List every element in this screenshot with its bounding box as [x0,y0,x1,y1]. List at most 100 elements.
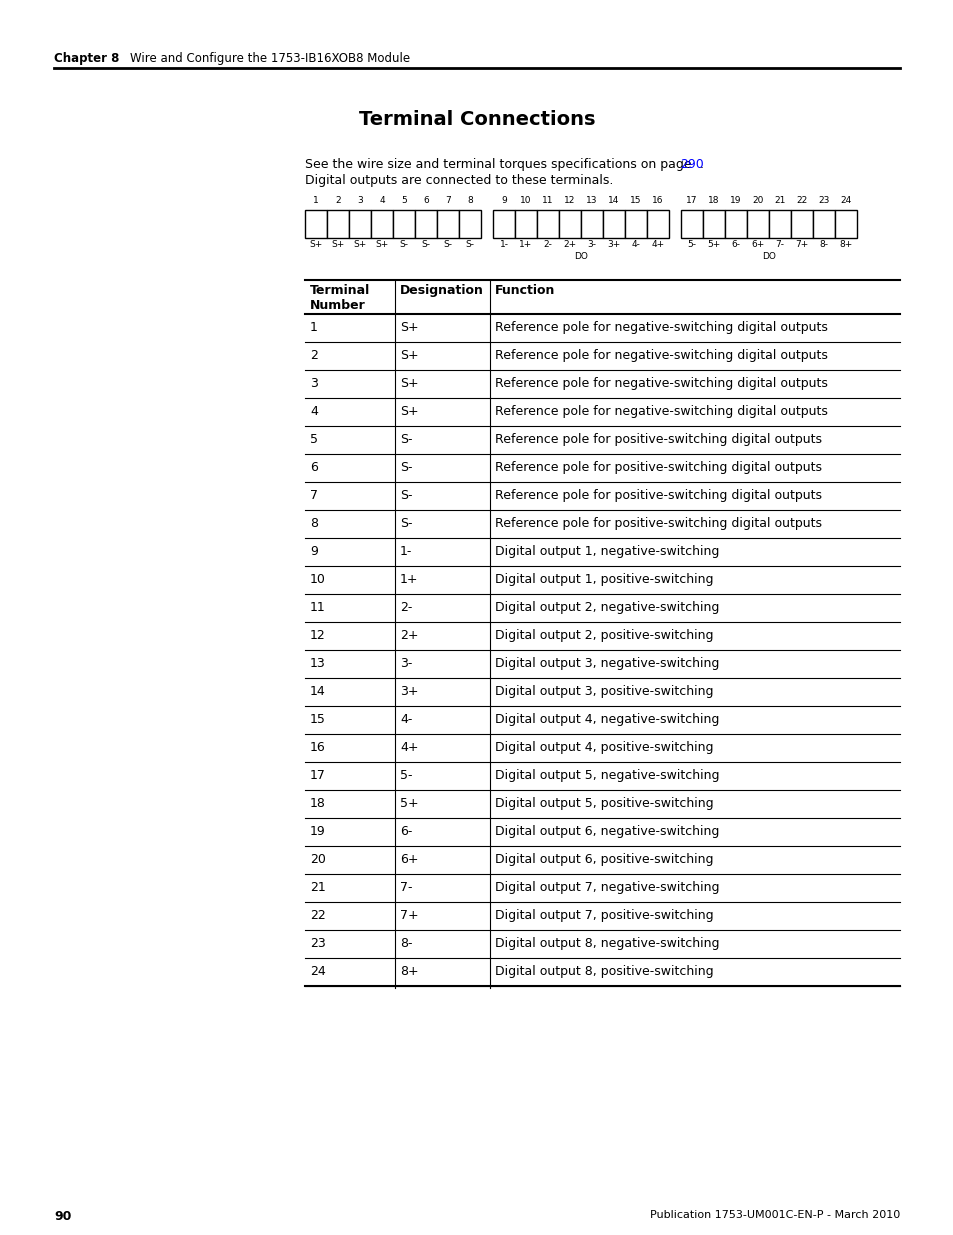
Text: Reference pole for negative-switching digital outputs: Reference pole for negative-switching di… [495,377,827,390]
Text: Digital output 1, negative-switching: Digital output 1, negative-switching [495,545,719,558]
Bar [768,210,790,238]
Text: 5: 5 [400,196,406,205]
Bar [702,210,724,238]
Text: 13: 13 [586,196,598,205]
Text: 15: 15 [310,713,326,726]
Text: S-: S- [399,461,412,474]
Text: S+: S+ [375,240,388,249]
Text: 8-: 8- [819,240,827,249]
Text: S+: S+ [353,240,366,249]
Text: 7+: 7+ [399,909,418,923]
Text: 7: 7 [445,196,451,205]
Text: 12: 12 [564,196,575,205]
Text: Digital output 3, positive-switching: Digital output 3, positive-switching [495,685,713,698]
Text: 1: 1 [313,196,318,205]
Text: Wire and Configure the 1753-IB16XOB8 Module: Wire and Configure the 1753-IB16XOB8 Mod… [130,52,410,65]
Text: 22: 22 [796,196,807,205]
Text: Publication 1753-UM001C-EN-P - March 2010: Publication 1753-UM001C-EN-P - March 201… [649,1210,899,1220]
Text: 1-: 1- [399,545,412,558]
Text: 18: 18 [310,797,326,810]
Bar [646,210,668,238]
Text: 8+: 8+ [839,240,852,249]
Text: 10: 10 [310,573,326,585]
Text: S-: S- [443,240,452,249]
Text: 24: 24 [310,965,325,978]
Text: Digital output 5, negative-switching: Digital output 5, negative-switching [495,769,719,782]
Text: S+: S+ [399,377,418,390]
Text: Digital output 3, negative-switching: Digital output 3, negative-switching [495,657,719,671]
Text: Reference pole for positive-switching digital outputs: Reference pole for positive-switching di… [495,489,821,501]
Text: 7-: 7- [775,240,783,249]
Text: Digital output 6, positive-switching: Digital output 6, positive-switching [495,853,713,866]
Text: Digital outputs are connected to these terminals.: Digital outputs are connected to these t… [305,174,613,186]
Text: 3+: 3+ [607,240,620,249]
Text: S+: S+ [331,240,344,249]
Bar [349,210,371,238]
Text: 2-: 2- [399,601,412,614]
Text: 290: 290 [679,158,703,170]
Text: 4-: 4- [399,713,412,726]
Text: 8: 8 [467,196,473,205]
Bar [812,210,834,238]
Text: 20: 20 [752,196,763,205]
Text: 8: 8 [310,517,317,530]
Text: Digital output 7, positive-switching: Digital output 7, positive-switching [495,909,713,923]
Text: DO: DO [761,252,775,261]
Text: See the wire size and terminal torques specifications on page: See the wire size and terminal torques s… [305,158,695,170]
Text: 1+: 1+ [518,240,532,249]
Text: 6: 6 [423,196,429,205]
Text: 19: 19 [729,196,741,205]
Text: 2+: 2+ [399,629,418,642]
Text: S-: S- [465,240,474,249]
Text: Reference pole for negative-switching digital outputs: Reference pole for negative-switching di… [495,350,827,362]
Bar [724,210,746,238]
Text: S-: S- [399,433,412,446]
Text: S-: S- [421,240,430,249]
Text: 14: 14 [608,196,619,205]
Bar [327,210,349,238]
Text: 7+: 7+ [795,240,808,249]
Text: Reference pole for positive-switching digital outputs: Reference pole for positive-switching di… [495,517,821,530]
Text: 16: 16 [310,741,325,755]
Text: 15: 15 [630,196,641,205]
Bar [602,210,624,238]
Text: Reference pole for negative-switching digital outputs: Reference pole for negative-switching di… [495,321,827,333]
Text: 6-: 6- [399,825,412,839]
Bar [515,210,537,238]
Text: 5-: 5- [399,769,412,782]
Text: Digital output 1, positive-switching: Digital output 1, positive-switching [495,573,713,585]
Text: Terminal Connections: Terminal Connections [358,110,595,128]
Text: 6+: 6+ [399,853,418,866]
Bar [624,210,646,238]
Text: 8+: 8+ [399,965,418,978]
Text: 9: 9 [500,196,506,205]
Bar [537,210,558,238]
Bar [493,210,515,238]
Bar [415,210,436,238]
Text: 4+: 4+ [399,741,418,755]
Text: 5+: 5+ [399,797,418,810]
Text: 3-: 3- [399,657,412,671]
Text: Digital output 2, positive-switching: Digital output 2, positive-switching [495,629,713,642]
Text: Digital output 7, negative-switching: Digital output 7, negative-switching [495,881,719,894]
Text: 6+: 6+ [751,240,763,249]
Text: 11: 11 [310,601,325,614]
Text: Chapter 8: Chapter 8 [54,52,119,65]
Bar [371,210,393,238]
Text: 12: 12 [310,629,325,642]
Text: 3: 3 [356,196,362,205]
Text: 7-: 7- [399,881,412,894]
Text: 5+: 5+ [706,240,720,249]
Text: Reference pole for positive-switching digital outputs: Reference pole for positive-switching di… [495,433,821,446]
Text: 4-: 4- [631,240,639,249]
Text: 3: 3 [310,377,317,390]
Text: 2+: 2+ [563,240,576,249]
Text: S-: S- [399,517,412,530]
Text: 9: 9 [310,545,317,558]
Text: 11: 11 [541,196,553,205]
Bar [580,210,602,238]
Text: 21: 21 [774,196,785,205]
Text: 3-: 3- [587,240,596,249]
Text: S-: S- [399,489,412,501]
Bar [790,210,812,238]
